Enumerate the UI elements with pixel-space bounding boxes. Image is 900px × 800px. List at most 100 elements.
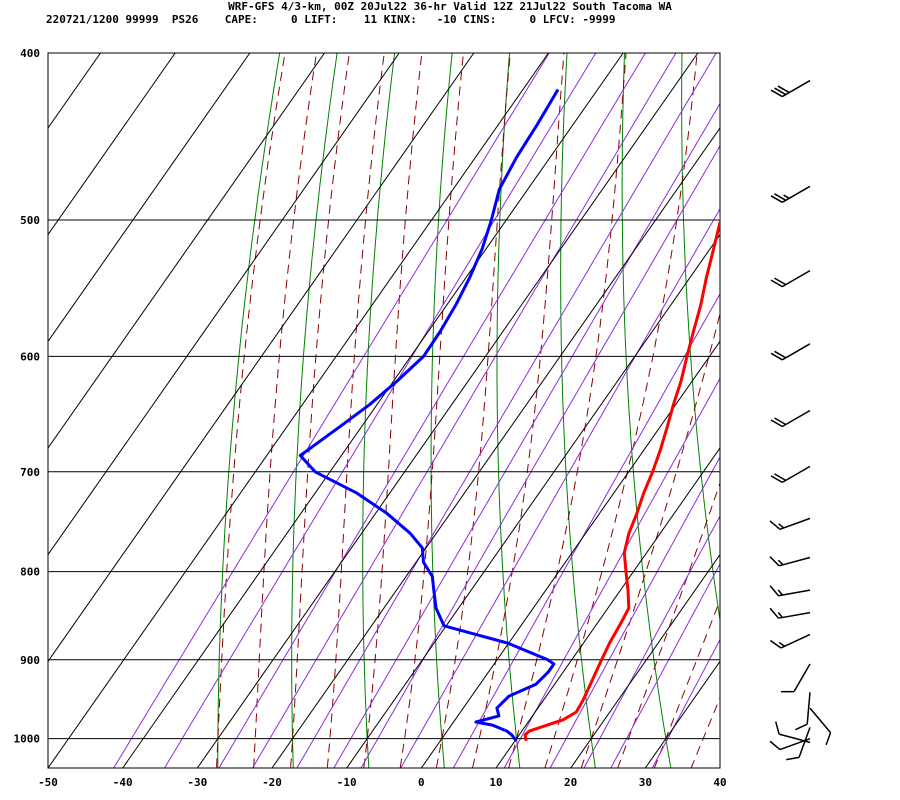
barb-flag: [770, 352, 783, 361]
mixing-ratio-line: [218, 53, 646, 768]
temperature-line: [523, 215, 720, 742]
wind-barb: [795, 692, 811, 731]
mixing-ratio-line: [296, 53, 717, 768]
barb-flag: [769, 556, 780, 567]
y-tick-label: 1000: [14, 733, 41, 746]
moist-adiabat: [580, 311, 720, 768]
barb-flag: [774, 87, 787, 96]
isotherm: [48, 53, 400, 556]
barb-flag: [777, 85, 790, 94]
isotherm: [346, 233, 720, 768]
y-tick-label: 800: [20, 566, 40, 579]
isotherm: [644, 660, 720, 768]
wind-barb: [781, 663, 811, 693]
isotherm: [719, 767, 720, 768]
wind-barb: [769, 556, 811, 567]
barb-flag: [769, 585, 780, 597]
dry-adiabat: [560, 53, 596, 768]
isotherm: [570, 553, 720, 768]
wind-barb: [770, 79, 811, 98]
barb-flag: [795, 723, 808, 731]
dewpoint-line: [298, 88, 560, 742]
barb-half-flag: [783, 194, 790, 199]
moist-adiabat: [253, 53, 318, 768]
x-tick-label: -50: [38, 776, 58, 789]
barb-flag: [774, 473, 787, 482]
y-tick-label: 600: [20, 350, 40, 363]
wind-barb: [769, 633, 811, 649]
barb-staff: [781, 409, 811, 428]
moist-adiabat: [399, 53, 464, 768]
chart-title: WRF-GFS 4/3-km, 00Z 20Jul22 36-hr Valid …: [228, 0, 672, 13]
isotherm: [420, 340, 720, 768]
isotherms: [48, 53, 720, 768]
isotherm: [48, 53, 176, 236]
wind-barb: [770, 343, 811, 361]
y-tick-label: 400: [20, 47, 40, 60]
dry-adiabat: [430, 53, 453, 768]
moist-adiabat: [435, 53, 511, 768]
mixing-ratio-line: [610, 562, 720, 768]
isotherm: [48, 53, 325, 449]
y-tick-label: 900: [20, 654, 40, 667]
x-tick-label: -40: [113, 776, 133, 789]
mixing-ratio-line: [583, 515, 720, 768]
barb-flag: [770, 475, 783, 484]
mixing-ratio-line: [333, 102, 720, 768]
mixing-ratio-line: [360, 144, 720, 768]
mixing-ratio-line: [452, 292, 720, 768]
mixing-ratio-line: [164, 53, 597, 768]
moist-adiabat: [722, 15, 900, 783]
dry-adiabat: [853, 15, 900, 783]
dry-adiabat: [291, 53, 338, 768]
y-tick-label: 500: [20, 214, 40, 227]
barb-flag: [769, 740, 781, 751]
barb-staff: [798, 727, 811, 758]
x-tick-label: 10: [489, 776, 502, 789]
barb-staff: [779, 737, 811, 751]
barb-flag: [769, 639, 782, 649]
dry-adiabat: [796, 15, 900, 783]
wind-barb: [770, 269, 811, 288]
mixing-ratio-line: [651, 638, 720, 768]
wind-barb: [775, 721, 811, 744]
barb-half-flag: [778, 523, 785, 529]
dry-adiabat: [362, 53, 396, 768]
barb-staff: [781, 343, 811, 361]
moist-adiabat: [544, 53, 698, 768]
barb-half-flag: [778, 641, 786, 647]
barb-staff: [806, 692, 811, 725]
dry-adiabat: [621, 53, 672, 768]
grid: [47, 52, 721, 769]
sounding: [298, 88, 720, 742]
isotherm: [271, 127, 720, 768]
background-lines: [113, 15, 900, 783]
isotherm: [48, 53, 251, 343]
barb-staff: [781, 185, 811, 203]
plot-frame: [47, 52, 721, 769]
x-tick-label: -20: [262, 776, 282, 789]
moist-adiabat: [690, 696, 720, 768]
barb-staff: [793, 663, 811, 693]
x-tick-label: 20: [564, 776, 577, 789]
mixing-ratio-line: [252, 53, 677, 768]
barb-flag: [770, 419, 783, 428]
x-tick-label: -10: [337, 776, 357, 789]
wind-barbs: [769, 79, 832, 761]
barb-staff: [781, 79, 811, 98]
wind-barb: [786, 727, 811, 761]
barb-flag: [770, 89, 783, 98]
barb-staff: [778, 556, 811, 567]
mixing-ratio-line: [549, 456, 720, 768]
barb-flag: [769, 607, 780, 619]
moist-adiabat: [216, 53, 286, 768]
isotherm: [48, 53, 549, 768]
barb-staff: [778, 611, 811, 619]
isotherm: [196, 53, 699, 768]
mixing-ratio-line: [400, 207, 720, 768]
x-tick-label: -30: [187, 776, 207, 789]
x-tick-label: 0: [418, 776, 425, 789]
moist-adiabat: [326, 53, 385, 768]
